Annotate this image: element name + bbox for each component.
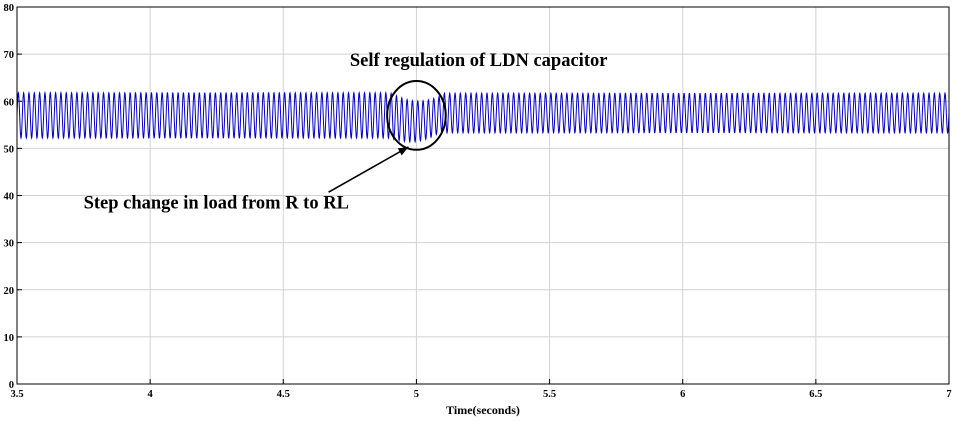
x-tick-label: 7 [946,389,951,400]
y-tick-label: 0 [9,380,14,391]
annotation-text: Self regulation of LDN capacitor [350,51,608,71]
plot-frame [16,6,950,385]
y-tick-label: 10 [4,333,15,344]
y-tick-label: 80 [4,3,15,14]
annotation-text: Step change in load from R to RL [84,194,349,214]
x-tick-label: 6 [680,389,685,400]
y-tick-labels: 0 10 20 30 40 50 60 70 80 [4,3,15,391]
arrow-head [397,146,409,156]
x-axis-label: Time(seconds) [446,403,520,417]
x-tick-label: 5 [414,389,419,400]
highlight-ellipse [386,79,447,151]
y-tick-label: 50 [4,144,15,155]
x-tick-label: 6.5 [809,389,822,400]
x-tick-label: 4.5 [277,389,290,400]
x-tick-labels: 3.5 4 4.5 5 5.5 6 6.5 7 [10,389,951,400]
annotation-layer: Self regulation of LDN capacitor Step cha… [84,51,608,214]
x-tick-label: 4 [148,389,154,400]
y-tick-label: 70 [4,50,15,61]
arrow-line [328,146,409,193]
series-layer [16,90,950,144]
y-tick-label: 60 [4,97,15,108]
y-tick-label: 30 [4,239,15,250]
y-tick-label: 20 [4,286,15,297]
x-tick-label: 3.5 [10,389,23,400]
series-line [16,90,950,144]
y-tick-label: 40 [4,192,15,203]
x-tick-label: 5.5 [543,389,556,400]
